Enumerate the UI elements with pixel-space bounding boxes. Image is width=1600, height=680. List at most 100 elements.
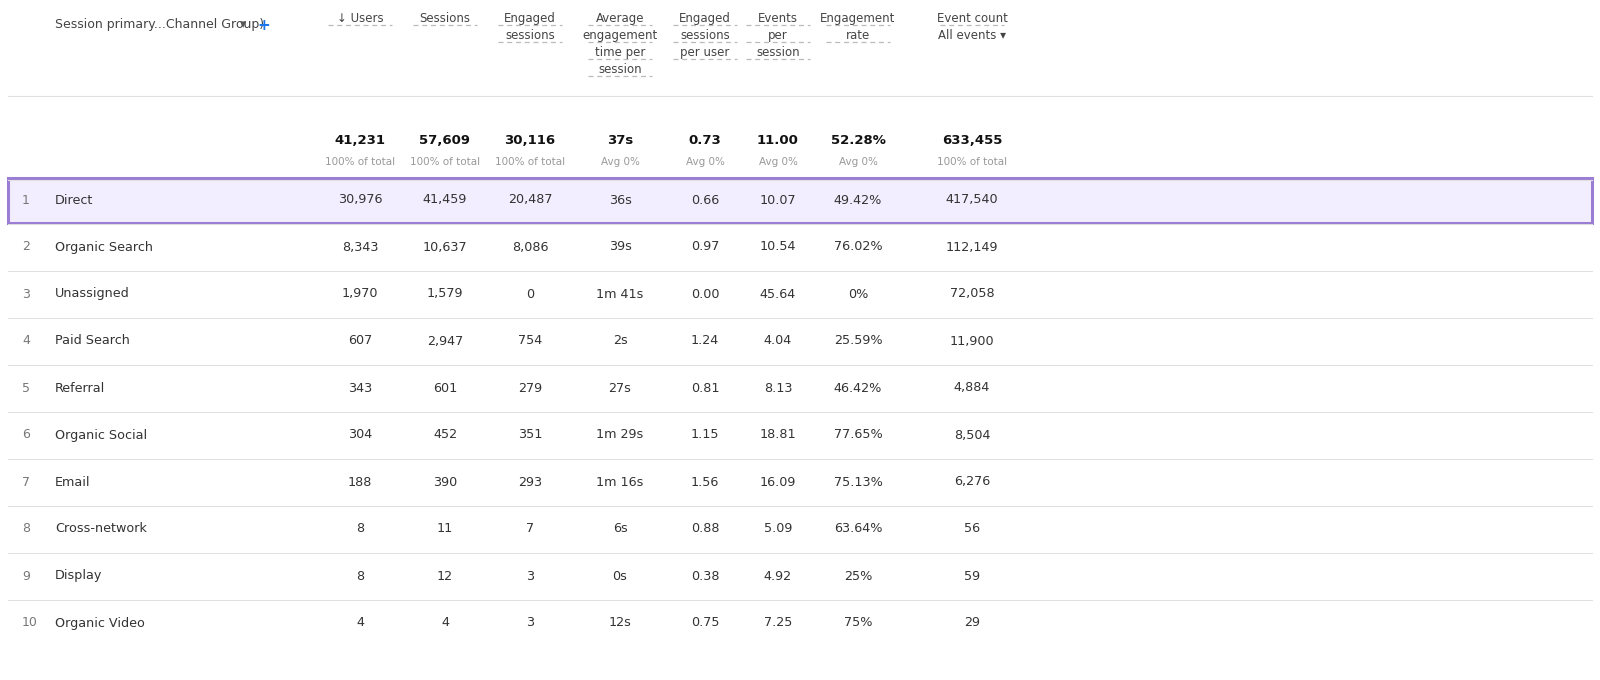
Text: per user: per user xyxy=(680,46,730,59)
Text: +: + xyxy=(258,18,270,33)
Text: Cross-network: Cross-network xyxy=(54,522,147,536)
Text: 8,086: 8,086 xyxy=(512,241,549,254)
Text: Engagement: Engagement xyxy=(821,12,896,25)
Text: Engaged: Engaged xyxy=(504,12,555,25)
Text: 601: 601 xyxy=(434,381,458,394)
Text: 8,504: 8,504 xyxy=(954,428,990,441)
Text: engagement: engagement xyxy=(582,29,658,42)
Text: 10.54: 10.54 xyxy=(760,241,797,254)
Text: 10: 10 xyxy=(22,617,38,630)
Text: 7: 7 xyxy=(526,522,534,536)
Text: 4: 4 xyxy=(22,335,30,347)
Text: Direct: Direct xyxy=(54,194,93,207)
Text: 8: 8 xyxy=(355,570,365,583)
Text: 1,970: 1,970 xyxy=(342,288,378,301)
Text: sessions: sessions xyxy=(680,29,730,42)
Text: 754: 754 xyxy=(518,335,542,347)
Text: 417,540: 417,540 xyxy=(946,194,998,207)
Text: 39s: 39s xyxy=(608,241,632,254)
Text: 41,459: 41,459 xyxy=(422,194,467,207)
Text: ↓ Users: ↓ Users xyxy=(336,12,384,25)
Text: 6: 6 xyxy=(22,428,30,441)
Text: 293: 293 xyxy=(518,475,542,488)
Text: 20,487: 20,487 xyxy=(507,194,552,207)
Text: 0.81: 0.81 xyxy=(691,381,720,394)
Text: Organic Video: Organic Video xyxy=(54,617,146,630)
Text: Organic Search: Organic Search xyxy=(54,241,154,254)
Text: sessions: sessions xyxy=(506,29,555,42)
Text: 188: 188 xyxy=(347,475,373,488)
Text: session: session xyxy=(598,63,642,76)
Text: 1m 41s: 1m 41s xyxy=(597,288,643,301)
Text: 45.64: 45.64 xyxy=(760,288,797,301)
Text: 1.15: 1.15 xyxy=(691,428,720,441)
Text: 52.28%: 52.28% xyxy=(830,133,885,146)
Text: 11: 11 xyxy=(437,522,453,536)
Text: 1,579: 1,579 xyxy=(427,288,464,301)
Text: time per: time per xyxy=(595,46,645,59)
Text: Average: Average xyxy=(595,12,645,25)
Text: 0.73: 0.73 xyxy=(688,133,722,146)
Text: 49.42%: 49.42% xyxy=(834,194,882,207)
Text: 1: 1 xyxy=(22,194,30,207)
Text: 8: 8 xyxy=(22,522,30,536)
Text: 100% of total: 100% of total xyxy=(938,157,1006,167)
Text: Avg 0%: Avg 0% xyxy=(838,157,877,167)
Text: 304: 304 xyxy=(347,428,373,441)
Text: 607: 607 xyxy=(347,335,373,347)
Text: Avg 0%: Avg 0% xyxy=(758,157,797,167)
Text: Avg 0%: Avg 0% xyxy=(600,157,640,167)
Text: 8,343: 8,343 xyxy=(342,241,378,254)
Text: rate: rate xyxy=(846,29,870,42)
Text: 0.38: 0.38 xyxy=(691,570,720,583)
Text: 343: 343 xyxy=(347,381,373,394)
Text: 0: 0 xyxy=(526,288,534,301)
Text: Event count: Event count xyxy=(936,12,1008,25)
Text: All events ▾: All events ▾ xyxy=(938,29,1006,42)
Text: 63.64%: 63.64% xyxy=(834,522,882,536)
Text: 25.59%: 25.59% xyxy=(834,335,882,347)
Text: 1.24: 1.24 xyxy=(691,335,718,347)
Text: 0.97: 0.97 xyxy=(691,241,718,254)
Text: 25%: 25% xyxy=(843,570,872,583)
Text: 3: 3 xyxy=(526,617,534,630)
Text: 9: 9 xyxy=(22,570,30,583)
Text: 76.02%: 76.02% xyxy=(834,241,882,254)
Text: 452: 452 xyxy=(434,428,458,441)
Bar xyxy=(8,177,1592,222)
Text: 2: 2 xyxy=(22,241,30,254)
Text: 72,058: 72,058 xyxy=(950,288,994,301)
Text: ▾: ▾ xyxy=(240,18,246,31)
Text: per: per xyxy=(768,29,787,42)
Text: 8.13: 8.13 xyxy=(763,381,792,394)
Text: Session primary...Channel Group): Session primary...Channel Group) xyxy=(54,18,264,31)
Text: 0%: 0% xyxy=(848,288,869,301)
Text: 0.88: 0.88 xyxy=(691,522,720,536)
Text: 4: 4 xyxy=(442,617,450,630)
Text: 6,276: 6,276 xyxy=(954,475,990,488)
Text: 3: 3 xyxy=(526,570,534,583)
Text: 633,455: 633,455 xyxy=(942,133,1002,146)
Text: 4,884: 4,884 xyxy=(954,381,990,394)
Text: 30,116: 30,116 xyxy=(504,133,555,146)
Text: 279: 279 xyxy=(518,381,542,394)
Text: 7.25: 7.25 xyxy=(763,617,792,630)
Text: 18.81: 18.81 xyxy=(760,428,797,441)
Text: 6s: 6s xyxy=(613,522,627,536)
Text: session: session xyxy=(757,46,800,59)
Text: 75%: 75% xyxy=(843,617,872,630)
Text: 4: 4 xyxy=(355,617,365,630)
Text: 0.66: 0.66 xyxy=(691,194,718,207)
Text: 390: 390 xyxy=(434,475,458,488)
Text: Email: Email xyxy=(54,475,91,488)
Text: Referral: Referral xyxy=(54,381,106,394)
Text: 0.00: 0.00 xyxy=(691,288,720,301)
Text: 112,149: 112,149 xyxy=(946,241,998,254)
Text: 10.07: 10.07 xyxy=(760,194,797,207)
Text: 11.00: 11.00 xyxy=(757,133,798,146)
Text: 4.92: 4.92 xyxy=(763,570,792,583)
Text: 100% of total: 100% of total xyxy=(410,157,480,167)
Text: 46.42%: 46.42% xyxy=(834,381,882,394)
Text: Unassigned: Unassigned xyxy=(54,288,130,301)
Text: Sessions: Sessions xyxy=(419,12,470,25)
